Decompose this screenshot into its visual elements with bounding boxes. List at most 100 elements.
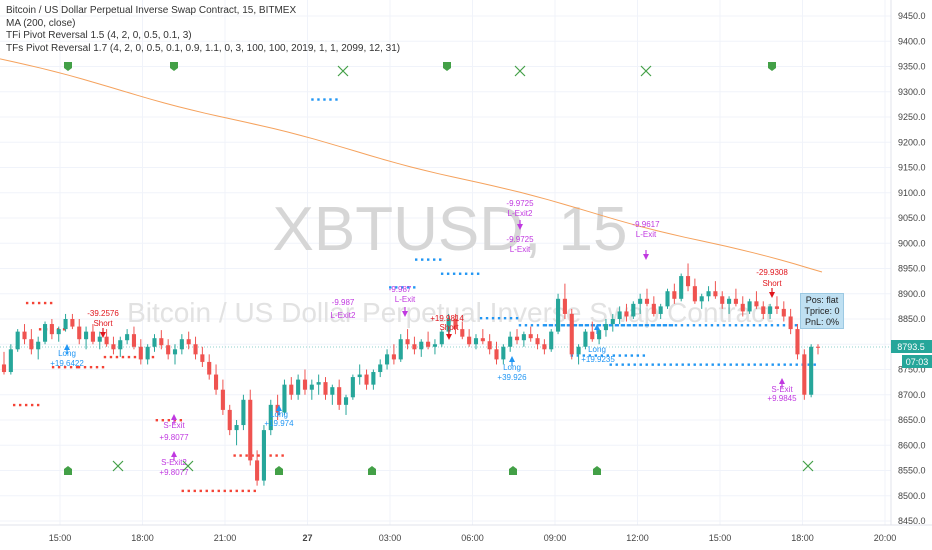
price-axis[interactable]: 9450.0 9400.0 9350.0 9300.0 9250.0 9200.0 9150… — [890, 0, 926, 526]
resistance-dot — [401, 286, 404, 289]
resistance-dot — [598, 324, 602, 327]
up-arrow-icon — [64, 344, 70, 350]
candle-body — [638, 298, 643, 304]
candle-body — [385, 354, 390, 365]
candle-body — [248, 399, 253, 461]
resistance-dot — [723, 363, 726, 366]
resistance-dot — [446, 272, 450, 275]
price-tick-label: 9200.0 — [898, 137, 926, 147]
up-arrow-icon — [594, 324, 600, 330]
resistance-dot — [675, 363, 678, 366]
candle-body — [391, 354, 396, 360]
indicator1-legend[interactable]: TFi Pivot Reversal 1.5 (4, 2, 0, 0.5, 0.… — [6, 30, 192, 41]
resistance-dot — [664, 324, 668, 327]
candles — [1, 263, 821, 486]
candle-body — [460, 329, 465, 337]
candle-body — [747, 301, 752, 312]
indicator2-legend[interactable]: TFs Pivot Reversal 1.7 (4, 2, 0, 0.5, 0.… — [6, 42, 401, 54]
candle-body — [200, 354, 205, 362]
resistance-dot — [692, 324, 696, 327]
signal-label: Long — [588, 345, 606, 354]
candle-body — [665, 291, 670, 307]
candle-body — [549, 331, 554, 350]
up-arrow-icon — [509, 356, 515, 362]
candle-body — [768, 306, 773, 314]
resistance-dot — [710, 324, 714, 327]
candle-body — [569, 313, 574, 355]
candle-body — [501, 346, 506, 360]
time-tick-label: 06:00 — [461, 533, 484, 543]
price-tick-label: 8850.0 — [898, 314, 926, 324]
resistance-dot — [698, 324, 702, 327]
candle-body — [172, 349, 178, 355]
support-dot — [211, 489, 214, 493]
resistance-dot — [439, 258, 442, 261]
resistance-dot — [421, 258, 424, 261]
bull-shield-icon — [443, 62, 451, 71]
resistance-dot — [618, 354, 622, 357]
ma-legend[interactable]: MA (200, close) — [6, 17, 76, 29]
candle-body — [29, 339, 34, 350]
candle-body — [138, 346, 143, 360]
signal-label: +9.8077 — [159, 468, 189, 477]
price-tick-label: 9050.0 — [898, 213, 926, 223]
price-tick-label: 8550.0 — [898, 466, 926, 476]
candle-body — [364, 374, 369, 385]
resistance-dot — [329, 98, 332, 101]
time-axis[interactable]: 15:00 18:00 21:00 27 03:00 06:00 09:00 12:00 15:… — [0, 524, 932, 543]
resistance-dot — [624, 354, 628, 357]
cross-icon — [182, 460, 194, 472]
support-dot — [121, 355, 125, 359]
resistance-dot — [542, 324, 546, 327]
resistance-dot — [503, 316, 507, 320]
resistance-dot — [515, 316, 519, 320]
candle-body — [556, 298, 561, 332]
cross-icon — [802, 460, 814, 472]
symbol-title[interactable]: Bitcoin / US Dollar Perpetual Inverse Sw… — [6, 5, 297, 16]
resistance-dot — [458, 272, 462, 275]
candle-body — [508, 336, 513, 347]
countdown-tag: 07:03 — [902, 355, 932, 368]
time-tick-label: 15:00 — [49, 533, 72, 543]
candle-body — [378, 364, 383, 373]
price-tick-label: 8900.0 — [898, 289, 926, 299]
support-dot — [275, 454, 278, 457]
support-dot — [57, 365, 61, 369]
candle-body — [562, 298, 567, 314]
candle-body — [795, 329, 800, 355]
grid-lines — [0, 0, 891, 525]
candle-body — [316, 382, 321, 385]
resistance-dot — [783, 363, 786, 366]
candle-body — [720, 296, 725, 304]
support-dot — [69, 365, 73, 369]
cross-icon — [514, 65, 526, 77]
signal-label: +19.9814 — [430, 314, 464, 323]
signal-label: L-Exit2 — [508, 209, 533, 218]
support-dot — [247, 489, 250, 493]
support-dot — [24, 403, 28, 407]
resistance-dot — [704, 324, 708, 327]
candle-body — [234, 425, 239, 431]
candle-body — [42, 324, 48, 342]
resistance-dot — [633, 363, 636, 366]
support-dot — [43, 301, 47, 305]
bull-shield-icon — [768, 62, 776, 71]
candle-body — [590, 331, 595, 340]
signal-label: -9.9617 — [632, 220, 660, 229]
resistance-dot — [620, 324, 624, 327]
resistance-dot — [686, 324, 690, 327]
resistance-dot — [746, 324, 750, 327]
resistance-dot — [566, 324, 570, 327]
resistance-dot — [656, 324, 660, 327]
resistance-dot — [765, 363, 768, 366]
candle-body — [193, 344, 198, 355]
resistance-dot — [509, 316, 513, 320]
signal-label: +39.926 — [497, 373, 527, 382]
down-arrow-icon — [517, 224, 523, 230]
support-dot — [239, 454, 242, 457]
resistance-dot — [395, 286, 398, 289]
cross-icon — [112, 460, 124, 472]
resistance-dot — [550, 324, 554, 327]
signal-label: +19.974 — [264, 419, 294, 428]
